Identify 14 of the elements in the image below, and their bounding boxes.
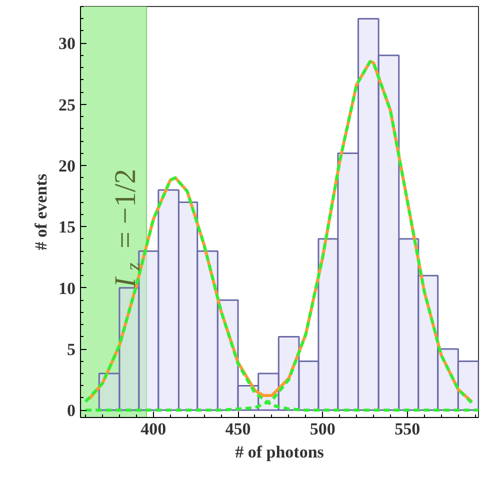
x-tick-label: 500 [310,420,336,438]
y-tick-label: 30 [58,34,76,54]
x-tick-label: 400 [140,420,166,438]
y-tick-label: 10 [58,278,76,298]
y-tick-label: 20 [58,156,76,176]
y-tick-label: 15 [58,218,76,237]
y-tick-label: 0 [67,401,76,420]
x-tick-label: 450 [225,420,251,438]
y-tick-label: 5 [67,340,76,359]
x-axis-title: # of photons [235,442,324,462]
x-tick-label: 550 [394,420,420,438]
y-axis-title: # of events [32,173,50,250]
band-label: Iz = −1/2 [109,168,145,288]
y-tick-label: 25 [58,95,76,114]
